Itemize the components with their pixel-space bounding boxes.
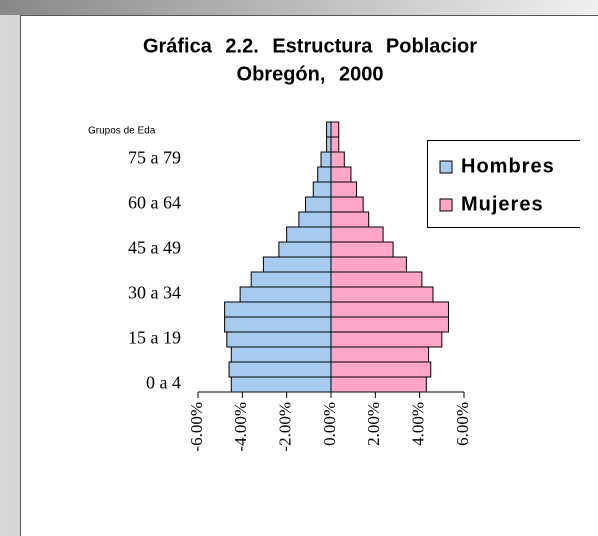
bar [330,256,407,273]
bar [330,376,427,393]
bar [278,241,332,258]
bar [330,136,340,153]
bar [330,301,449,318]
y-tick-label: 75 a 79 [128,148,181,168]
bar [326,121,332,138]
bar [330,226,384,243]
top-band [0,0,598,15]
x-tick-label: 6.00% [453,402,472,446]
bar [239,286,332,303]
bar [228,361,332,378]
bar [330,316,449,333]
legend-label: Hombres [461,155,555,177]
bar [330,166,352,183]
y-axis-title: Grupos de Eda [88,126,156,137]
bar [330,331,443,348]
y-tick-label: 15 a 19 [128,328,181,348]
y-tick-label: 0 a 4 [146,373,181,393]
x-tick-label: -4.00% [231,402,250,452]
bar [330,211,370,228]
x-tick-label: -6.00% [187,402,206,452]
bar [224,301,332,318]
legend-swatch [439,198,453,212]
x-tick-label: 2.00% [364,402,383,446]
chart-subtitle: Obregón, 2000 [237,63,384,85]
y-tick-label: 30 a 34 [128,283,181,303]
bar [317,166,332,183]
chart-title: Gráfica 2.2. Estructura Poblacior [143,35,477,57]
bar [224,316,332,333]
x-tick-label: 0.00% [320,402,339,446]
legend-label: Mujeres [461,193,544,215]
bar [262,256,332,273]
x-tick-label: -2.00% [276,402,295,452]
bar [330,346,430,363]
bar [312,181,332,198]
bar [330,181,357,198]
bar [330,196,364,213]
y-tick-label: 45 a 49 [128,238,181,258]
bar [230,346,332,363]
bar [305,196,332,213]
legend: Hombres Mujeres [427,140,580,228]
bar [330,361,432,378]
y-tick-label: 60 a 64 [128,193,181,213]
bar [298,211,332,228]
legend-box [427,140,580,228]
bar [330,151,345,168]
bar [330,121,340,138]
bar [286,226,332,243]
legend-swatch [439,160,453,174]
bar [250,271,332,288]
bar [330,241,394,258]
bar [320,151,332,168]
bar [326,136,332,153]
bar [230,376,332,393]
bar [330,286,434,303]
bar [330,271,423,288]
bar [226,331,332,348]
x-tick-label: 4.00% [409,402,428,446]
